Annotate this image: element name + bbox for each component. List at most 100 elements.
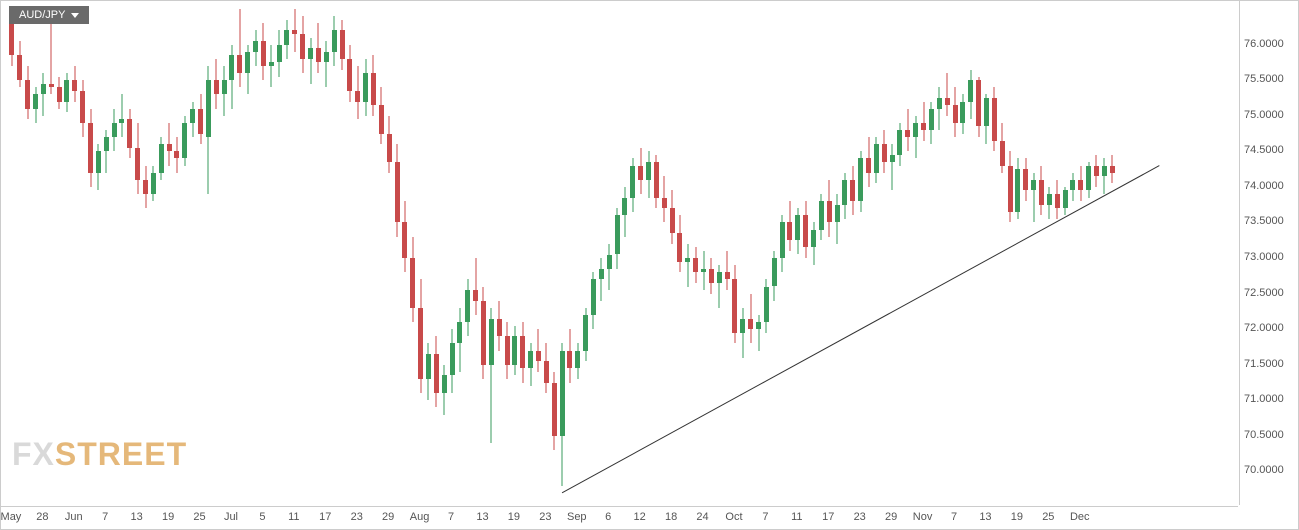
- candle[interactable]: [552, 2, 557, 505]
- candle[interactable]: [1008, 2, 1013, 505]
- candle[interactable]: [670, 2, 675, 505]
- candle[interactable]: [520, 2, 525, 505]
- candle[interactable]: [395, 2, 400, 505]
- candle[interactable]: [1031, 2, 1036, 505]
- candle[interactable]: [33, 2, 38, 505]
- candle[interactable]: [387, 2, 392, 505]
- candle[interactable]: [340, 2, 345, 505]
- plot-area[interactable]: FXSTREET: [2, 2, 1238, 505]
- candle[interactable]: [457, 2, 462, 505]
- candle[interactable]: [638, 2, 643, 505]
- candle[interactable]: [953, 2, 958, 505]
- candle[interactable]: [41, 2, 46, 505]
- candle[interactable]: [984, 2, 989, 505]
- candle[interactable]: [324, 2, 329, 505]
- candle[interactable]: [968, 2, 973, 505]
- candle[interactable]: [748, 2, 753, 505]
- candle[interactable]: [1055, 2, 1060, 505]
- candle[interactable]: [442, 2, 447, 505]
- candle[interactable]: [143, 2, 148, 505]
- candle[interactable]: [858, 2, 863, 505]
- candle[interactable]: [1023, 2, 1028, 505]
- candle[interactable]: [371, 2, 376, 505]
- candle[interactable]: [505, 2, 510, 505]
- candle[interactable]: [512, 2, 517, 505]
- candle[interactable]: [347, 2, 352, 505]
- candle[interactable]: [795, 2, 800, 505]
- candle[interactable]: [332, 2, 337, 505]
- candle[interactable]: [308, 2, 313, 505]
- candle[interactable]: [874, 2, 879, 505]
- candle[interactable]: [355, 2, 360, 505]
- candle[interactable]: [803, 2, 808, 505]
- candle[interactable]: [662, 2, 667, 505]
- candle[interactable]: [426, 2, 431, 505]
- candle[interactable]: [866, 2, 871, 505]
- candle[interactable]: [1047, 2, 1052, 505]
- candle[interactable]: [9, 2, 14, 505]
- candle[interactable]: [937, 2, 942, 505]
- candle[interactable]: [599, 2, 604, 505]
- candle[interactable]: [882, 2, 887, 505]
- candle[interactable]: [57, 2, 62, 505]
- candle[interactable]: [575, 2, 580, 505]
- candle[interactable]: [960, 2, 965, 505]
- candle[interactable]: [434, 2, 439, 505]
- candle[interactable]: [277, 2, 282, 505]
- candle[interactable]: [292, 2, 297, 505]
- candle[interactable]: [159, 2, 164, 505]
- candle[interactable]: [1000, 2, 1005, 505]
- candle[interactable]: [64, 2, 69, 505]
- candle[interactable]: [709, 2, 714, 505]
- candle[interactable]: [717, 2, 722, 505]
- candle[interactable]: [536, 2, 541, 505]
- candle[interactable]: [583, 2, 588, 505]
- candle[interactable]: [127, 2, 132, 505]
- candle[interactable]: [945, 2, 950, 505]
- candle[interactable]: [890, 2, 895, 505]
- candle[interactable]: [261, 2, 266, 505]
- candle[interactable]: [607, 2, 612, 505]
- candle[interactable]: [992, 2, 997, 505]
- candle[interactable]: [1063, 2, 1068, 505]
- candle[interactable]: [842, 2, 847, 505]
- candle[interactable]: [732, 2, 737, 505]
- candle[interactable]: [591, 2, 596, 505]
- candle[interactable]: [253, 2, 258, 505]
- candle[interactable]: [528, 2, 533, 505]
- candle[interactable]: [402, 2, 407, 505]
- candle[interactable]: [17, 2, 22, 505]
- candle[interactable]: [693, 2, 698, 505]
- candle[interactable]: [756, 2, 761, 505]
- candle[interactable]: [229, 2, 234, 505]
- candle[interactable]: [677, 2, 682, 505]
- candle[interactable]: [112, 2, 117, 505]
- candle[interactable]: [1110, 2, 1115, 505]
- candle[interactable]: [976, 2, 981, 505]
- candle[interactable]: [25, 2, 30, 505]
- candle[interactable]: [897, 2, 902, 505]
- candle[interactable]: [1078, 2, 1083, 505]
- candle[interactable]: [905, 2, 910, 505]
- candle[interactable]: [1070, 2, 1075, 505]
- candle[interactable]: [1015, 2, 1020, 505]
- candle[interactable]: [850, 2, 855, 505]
- candle[interactable]: [182, 2, 187, 505]
- candle[interactable]: [167, 2, 172, 505]
- candle[interactable]: [88, 2, 93, 505]
- candle[interactable]: [481, 2, 486, 505]
- candle[interactable]: [780, 2, 785, 505]
- candle[interactable]: [921, 2, 926, 505]
- candle[interactable]: [316, 2, 321, 505]
- candle[interactable]: [80, 2, 85, 505]
- candle[interactable]: [206, 2, 211, 505]
- candle[interactable]: [811, 2, 816, 505]
- candle[interactable]: [685, 2, 690, 505]
- candle[interactable]: [654, 2, 659, 505]
- candle[interactable]: [615, 2, 620, 505]
- candle[interactable]: [237, 2, 242, 505]
- candle[interactable]: [497, 2, 502, 505]
- candle[interactable]: [450, 2, 455, 505]
- candle[interactable]: [630, 2, 635, 505]
- candle[interactable]: [740, 2, 745, 505]
